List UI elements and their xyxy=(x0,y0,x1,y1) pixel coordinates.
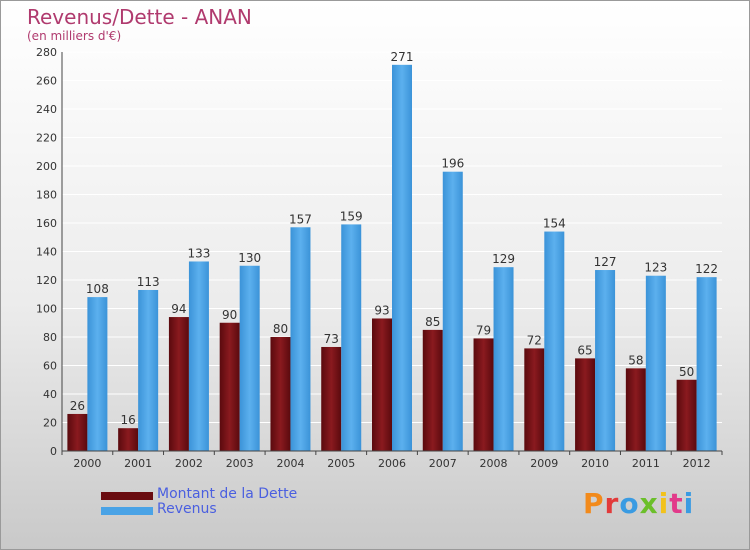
bar-revenus xyxy=(544,231,565,451)
value-label-dette: 72 xyxy=(527,333,542,347)
bar-dette xyxy=(676,379,697,451)
value-label-revenus: 108 xyxy=(86,282,109,296)
value-label-revenus: 133 xyxy=(187,246,210,260)
value-label-dette: 80 xyxy=(273,322,288,336)
x-tick-label: 2005 xyxy=(327,457,355,470)
y-tick-label: 40 xyxy=(43,388,57,401)
logo-letter: x xyxy=(639,487,659,520)
legend-swatch-revenus xyxy=(101,507,153,515)
value-label-dette: 94 xyxy=(171,302,186,316)
y-tick-label: 240 xyxy=(36,103,57,116)
chart-title: Revenus/Dette - ANAN xyxy=(27,5,252,29)
x-tick-label: 2010 xyxy=(581,457,609,470)
x-tick-label: 2008 xyxy=(480,457,508,470)
logo-letter: o xyxy=(619,487,640,520)
value-label-dette: 58 xyxy=(628,353,643,367)
value-label-dette: 90 xyxy=(222,308,237,322)
logo-letter: i xyxy=(683,487,695,520)
bar-revenus xyxy=(341,224,362,451)
bar-revenus xyxy=(595,270,616,451)
value-label-revenus: 196 xyxy=(441,157,464,171)
bar-revenus xyxy=(138,289,159,451)
value-label-dette: 85 xyxy=(425,315,440,329)
value-label-dette: 79 xyxy=(476,323,491,337)
x-tick-label: 2012 xyxy=(683,457,711,470)
x-tick-label: 2002 xyxy=(175,457,203,470)
y-tick-label: 140 xyxy=(36,246,57,259)
bar-revenus xyxy=(290,227,311,451)
value-label-dette: 65 xyxy=(577,343,592,357)
y-tick-label: 60 xyxy=(43,360,57,373)
y-tick-label: 120 xyxy=(36,274,57,287)
value-label-revenus: 123 xyxy=(644,261,667,275)
legend-label-dette: Montant de la Dette xyxy=(157,486,298,502)
bar-dette xyxy=(270,337,291,451)
y-tick-label: 260 xyxy=(36,75,57,88)
y-tick-label: 180 xyxy=(36,189,57,202)
value-label-dette: 26 xyxy=(70,399,85,413)
logo-letter: i xyxy=(658,487,670,520)
y-tick-label: 160 xyxy=(36,217,57,230)
x-tick-label: 2006 xyxy=(378,457,406,470)
logo-letter: P xyxy=(583,487,605,520)
y-tick-label: 100 xyxy=(36,303,57,316)
value-label-revenus: 129 xyxy=(492,252,515,266)
x-tick-label: 2009 xyxy=(530,457,558,470)
proxiti-logo: Proxiti xyxy=(583,487,694,520)
bar-revenus xyxy=(493,267,514,451)
value-label-revenus: 127 xyxy=(594,255,617,269)
bar-revenus xyxy=(87,297,108,451)
value-label-revenus: 159 xyxy=(340,209,363,223)
bar-revenus xyxy=(239,265,260,451)
bar-dette xyxy=(67,413,88,451)
bar-dette xyxy=(118,428,139,451)
value-label-dette: 16 xyxy=(121,413,136,427)
bar-revenus xyxy=(696,277,717,451)
value-label-dette: 50 xyxy=(679,365,694,379)
bar-dette xyxy=(321,346,342,451)
x-tick-label: 2007 xyxy=(429,457,457,470)
y-tick-label: 220 xyxy=(36,132,57,145)
x-tick-label: 2001 xyxy=(124,457,152,470)
value-label-revenus: 271 xyxy=(391,50,414,64)
value-label-revenus: 130 xyxy=(238,251,261,265)
bar-revenus xyxy=(188,261,209,451)
bar-dette xyxy=(625,368,646,451)
y-tick-label: 0 xyxy=(50,445,57,458)
bar-dette xyxy=(473,338,494,451)
bar-revenus xyxy=(645,275,666,451)
chart-subtitle: (en milliers d'€) xyxy=(27,29,122,43)
bar-dette xyxy=(168,317,189,451)
bar-dette xyxy=(575,358,596,451)
bars: 26 108 16 113 94 133 90 130 80 157 73 159 93 271 85 196… xyxy=(67,50,718,451)
y-tick-label: 280 xyxy=(36,46,57,59)
bar-dette xyxy=(524,348,545,451)
bar-revenus xyxy=(442,171,463,451)
value-label-revenus: 157 xyxy=(289,212,312,226)
y-tick-label: 200 xyxy=(36,160,57,173)
legend-swatch-dette xyxy=(101,492,153,500)
x-tick-label: 2000 xyxy=(73,457,101,470)
y-tick-label: 20 xyxy=(43,417,57,430)
bar-dette xyxy=(219,322,240,451)
value-label-revenus: 113 xyxy=(137,275,160,289)
x-tick-label: 2004 xyxy=(276,457,304,470)
axes: 0 20 40 60 80 100 120 140 160 180 200 220 240 260 280 2… xyxy=(36,46,723,470)
legend-label-revenus: Revenus xyxy=(157,501,217,517)
bar-dette xyxy=(422,329,443,451)
bar-revenus xyxy=(392,64,412,451)
logo-letter: t xyxy=(669,487,684,520)
value-label-revenus: 122 xyxy=(695,262,718,276)
x-tick-label: 2003 xyxy=(226,457,254,470)
logo-letter: r xyxy=(604,487,620,520)
value-label-dette: 73 xyxy=(324,332,339,346)
bar-dette xyxy=(372,318,392,451)
value-label-revenus: 154 xyxy=(543,217,566,231)
x-tick-label: 2011 xyxy=(632,457,660,470)
value-label-dette: 93 xyxy=(374,303,389,317)
y-tick-label: 80 xyxy=(43,331,57,344)
